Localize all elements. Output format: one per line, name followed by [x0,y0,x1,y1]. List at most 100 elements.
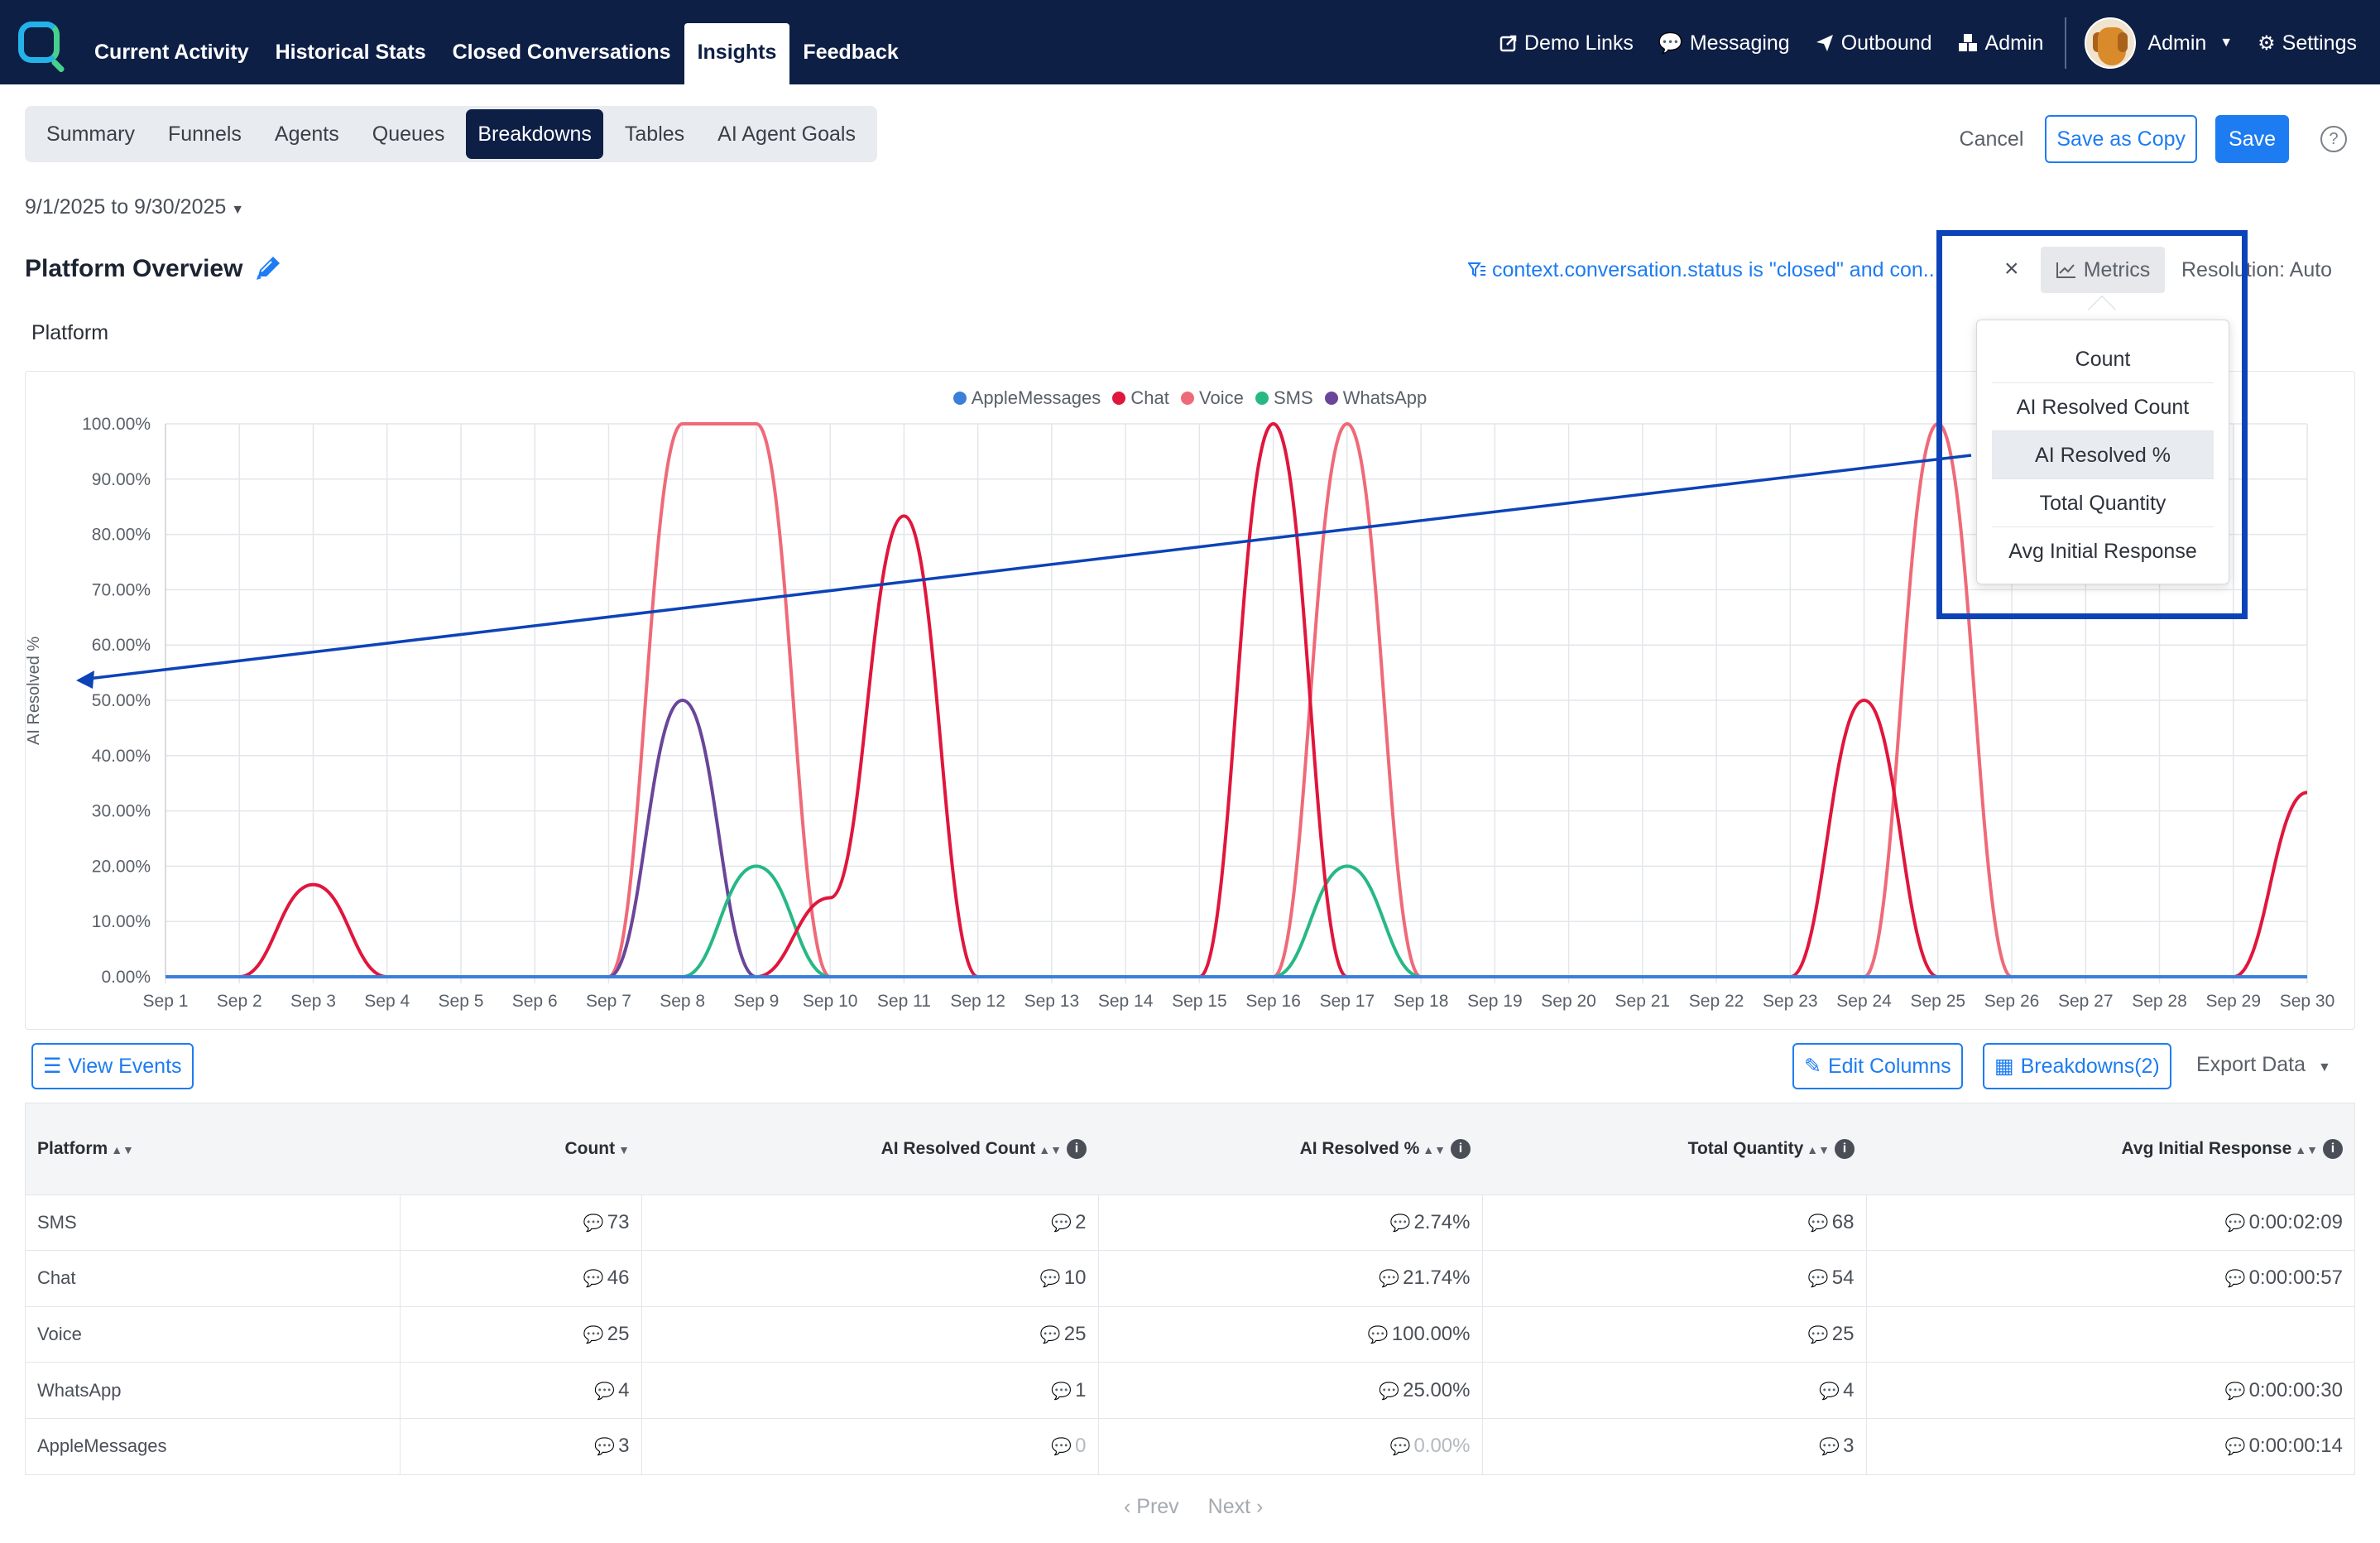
comments-icon: 💬 [2224,1438,2246,1457]
nav-tab-insights[interactable]: Insights [684,23,790,84]
column-header-platform[interactable]: Platform ▲▼ [37,1138,134,1158]
table-icon: ▦ [1994,1055,2014,1078]
column-header-avg-initial-response[interactable]: Avg Initial Response ▲▼ i [1866,1103,2354,1195]
pencil-edit-icon[interactable] [252,252,285,285]
table-header-row: Platform ▲▼ Count ▼ AI Resolved Count ▲▼ i A… [26,1103,2354,1195]
legend-item-voice[interactable]: Voice [1181,387,1244,409]
cancel-button[interactable]: Cancel [1959,127,2024,151]
comments-icon: 💬 [1658,31,1683,55]
comments-icon: 💬 [594,1382,616,1401]
settings-label: Settings [2282,31,2357,55]
table-row-applemessages[interactable]: AppleMessages 💬 3 💬 0 💬 0.00% 💬 3 💬 0:00:00:14 [26,1418,2354,1474]
metrics-dropdown-button[interactable]: Metrics [2041,247,2165,293]
demo-links-link[interactable]: Demo Links [1499,31,1634,55]
column-header-count[interactable]: Count ▼ [564,1138,630,1158]
info-icon: i [1067,1138,1087,1159]
legend-item-chat[interactable]: Chat [1112,387,1169,409]
pencil-icon: ✎ [1804,1055,1821,1078]
nav-tab-current-activity[interactable]: Current Activity [94,41,249,64]
comments-icon: 💬 [1379,1270,1400,1289]
comments-icon: 💬 [1367,1325,1389,1344]
table-row-chat[interactable]: Chat 💬 46 💬 10 💬 21.74% 💬 54 💬 0:00:00:57 [26,1250,2354,1307]
metric-option-ai-resolved-percent[interactable]: AI Resolved % [1992,431,2214,479]
metric-option-total-quantity[interactable]: Total Quantity [1992,479,2214,527]
legend-item-sms[interactable]: SMS [1255,387,1313,409]
subtab-agents[interactable]: Agents [274,123,339,146]
info-icon: i [2323,1138,2343,1159]
user-avatar[interactable] [2085,17,2137,69]
external-link-icon [1499,35,1517,52]
subtab-summary[interactable]: Summary [46,123,135,146]
next-page-button[interactable]: Next › [1207,1495,1264,1518]
table-cell: 💬 25 [399,1306,641,1363]
outbound-label: Outbound [1840,31,1932,55]
table-cell: 💬 73 [399,1195,641,1251]
edit-columns-button[interactable]: ✎ Edit Columns [1792,1043,1963,1089]
comments-icon: 💬 [1807,1325,1829,1344]
edit-columns-label: Edit Columns [1827,1054,1951,1078]
metric-option-avg-initial-response[interactable]: Avg Initial Response [2008,540,2197,563]
breakdowns-button[interactable]: ▦ Breakdowns(2) [1983,1043,2171,1089]
y-axis-label: AI Resolved % [25,636,43,745]
resolution-selector[interactable]: Resolution: Auto [2181,258,2333,281]
table-cell: 💬 2 [641,1195,1098,1251]
prev-page-button[interactable]: ‹ Prev [1124,1495,1179,1518]
sort-icon: ▲▼ [111,1142,134,1156]
demo-links-label: Demo Links [1523,31,1634,55]
save-button[interactable]: Save [2215,115,2289,163]
view-events-button[interactable]: ☰ View Events [31,1043,194,1089]
user-menu[interactable]: Admin ▼ [2147,31,2233,55]
comments-icon: 💬 [2224,1270,2246,1289]
table-row-voice[interactable]: Voice 💬 25 💬 25 💬 100.00% 💬 25 [26,1306,2354,1363]
legend-item-applemessages[interactable]: AppleMessages [952,387,1101,409]
nav-divider [2065,17,2067,69]
help-icon[interactable]: ? [2320,126,2347,152]
top-navbar: Current Activity Historical Stats Closed… [0,0,2380,84]
export-data-label: Export Data [2196,1053,2306,1076]
subtab-queues[interactable]: Queues [372,123,445,146]
gear-icon: ⚙ [2258,31,2276,55]
export-data-dropdown[interactable]: Export Data ▼ [2196,1053,2331,1077]
table-cell [1865,1306,2354,1363]
filter-summary-link[interactable]: context.conversation.status is "closed" … [1467,258,1941,282]
clear-filter-icon[interactable]: × [2004,255,2019,282]
date-range-picker[interactable]: 9/1/2025 to 9/30/2025 ▼ [25,195,244,219]
messaging-label: Messaging [1689,31,1790,55]
table-cell: 💬 0:00:02:09 [1865,1195,2354,1251]
table-cell: WhatsApp [37,1379,122,1401]
metric-option-ai-resolved-count[interactable]: AI Resolved Count [1992,383,2214,431]
app-logo[interactable] [18,22,60,63]
table-cell: 💬 4 [1481,1362,1866,1419]
metric-option-count[interactable]: Count [1992,335,2214,383]
nav-tab-feedback[interactable]: Feedback [803,41,899,64]
subtab-ai-agent-goals[interactable]: AI Agent Goals [717,123,856,146]
column-header-ai-resolved-percent[interactable]: AI Resolved % ▲▼ i [1098,1103,1482,1195]
column-header-ai-resolved-count[interactable]: AI Resolved Count ▲▼ i [641,1103,1098,1195]
settings-link[interactable]: ⚙ Settings [2258,31,2357,55]
list-icon: ☰ [43,1055,62,1078]
save-as-copy-button[interactable]: Save as Copy [2045,115,2198,163]
sort-icon: ▲▼ [1807,1142,1830,1156]
column-header-total-quantity[interactable]: Total Quantity ▲▼ i [1482,1103,1866,1195]
table-cell: 💬 25 [641,1306,1098,1363]
messaging-link[interactable]: 💬 Messaging [1658,31,1790,55]
subtab-breakdowns[interactable]: Breakdowns [466,109,603,159]
view-events-label: View Events [68,1054,182,1078]
subtab-tables[interactable]: Tables [624,123,685,146]
sort-icon: ▲▼ [2295,1142,2318,1156]
nav-tab-closed-conversations[interactable]: Closed Conversations [452,41,671,64]
admin-link[interactable]: Admin [1957,31,2043,55]
comments-icon: 💬 [1039,1270,1061,1289]
comments-icon: 💬 [1051,1382,1072,1401]
table-cell: 💬 0:00:00:30 [1865,1362,2354,1419]
table-cell: 💬 3 [1481,1418,1866,1474]
subtab-funnels[interactable]: Funnels [167,123,242,146]
outbound-link[interactable]: Outbound [1815,31,1932,55]
breakdowns-label: Breakdowns(2) [2020,1054,2160,1078]
legend-item-whatsapp[interactable]: WhatsApp [1324,387,1427,409]
table-row-whatsapp[interactable]: WhatsApp 💬 4 💬 1 💬 25.00% 💬 4 💬 0:00:00:30 [26,1362,2354,1419]
nav-tab-historical-stats[interactable]: Historical Stats [275,41,426,64]
table-row-sms[interactable]: SMS 💬 73 💬 2 💬 2.74% 💬 68 💬 0:00:02:09 [26,1195,2354,1251]
comments-icon: 💬 [583,1325,604,1344]
sort-desc-icon: ▼ [618,1142,630,1156]
